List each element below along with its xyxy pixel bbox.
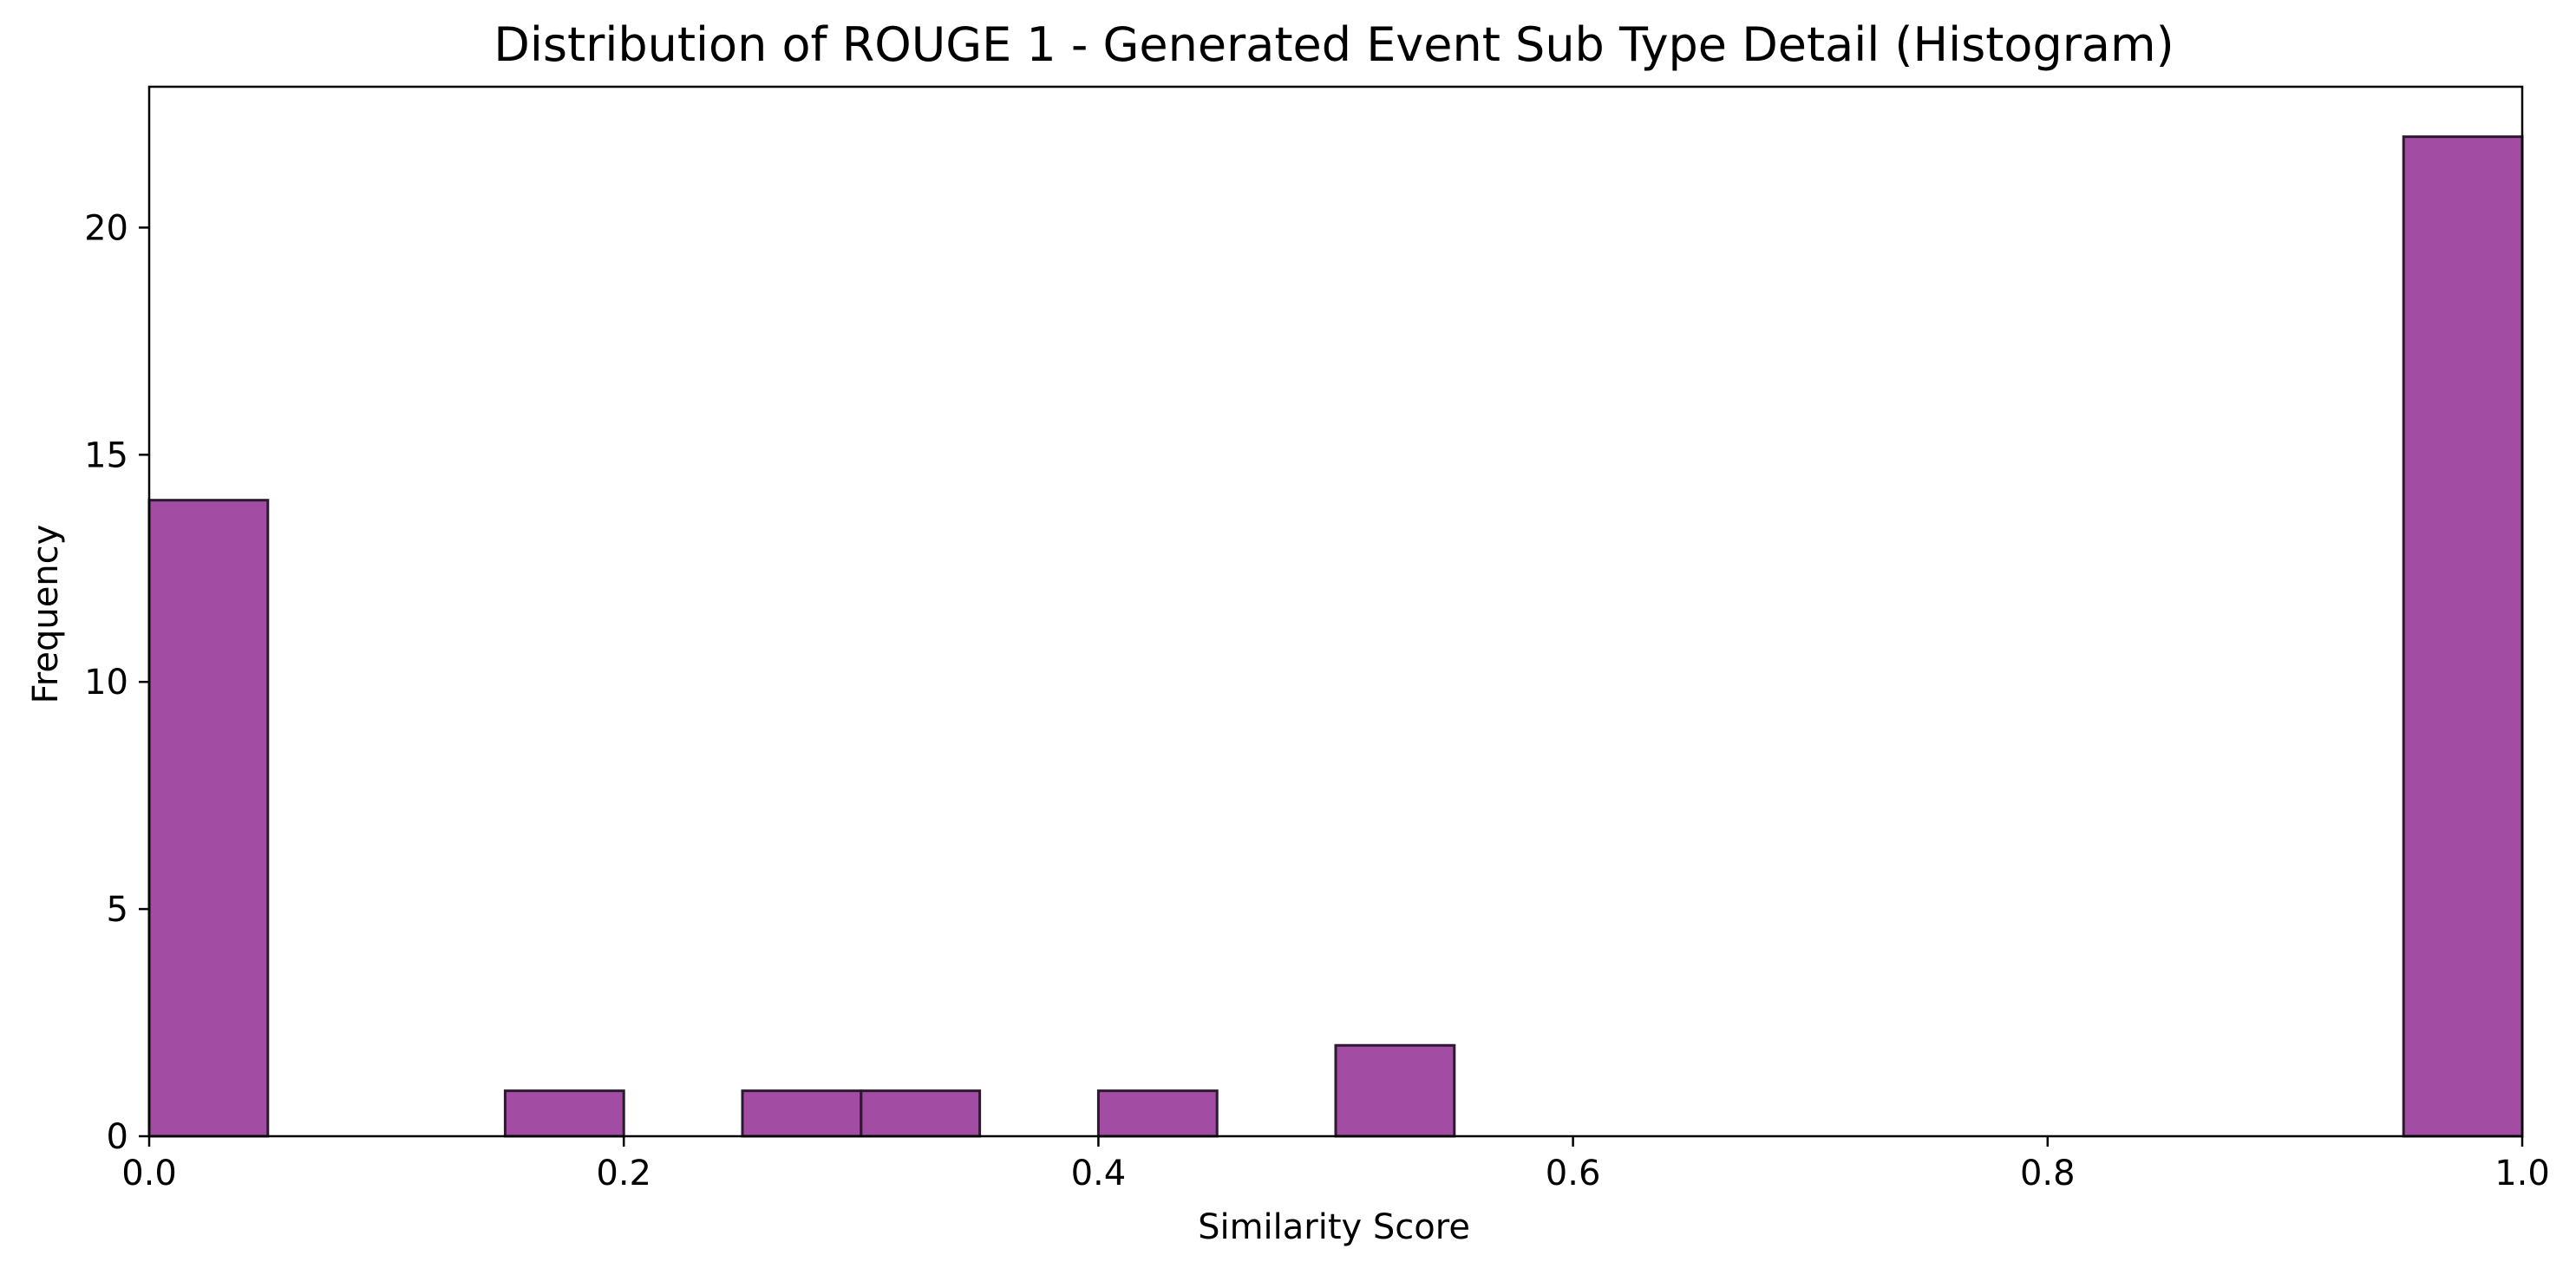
x-axis-ticks: 0.0 0.2 0.4 0.6 0.8 1.0 xyxy=(121,1136,2550,1193)
y-axis-ticks: 0 5 10 15 20 xyxy=(84,208,149,1157)
histogram-bar-5 xyxy=(1334,1043,1456,1138)
histogram-bar-1 xyxy=(503,1089,625,1138)
y-tick-label: 0 xyxy=(107,1117,128,1157)
y-tick-label: 10 xyxy=(84,663,128,703)
x-tick-label: 0.6 xyxy=(1546,1154,1601,1193)
plot-frame xyxy=(147,85,2524,1138)
x-tick-label: 0.4 xyxy=(1071,1154,1127,1193)
histogram-bar-3 xyxy=(860,1089,982,1138)
bars-group xyxy=(147,135,2524,1138)
x-tick-label: 0.2 xyxy=(596,1154,651,1193)
histogram-bar-2 xyxy=(741,1089,863,1138)
y-tick-label: 15 xyxy=(84,435,128,475)
x-tick-label: 1.0 xyxy=(2494,1154,2550,1193)
y-tick-label: 20 xyxy=(84,208,128,248)
x-tick-label: 0.8 xyxy=(2020,1154,2076,1193)
chart-title: Distribution of ROUGE 1 - Generated Even… xyxy=(494,17,2174,72)
x-tick-label: 0.0 xyxy=(121,1154,177,1193)
x-axis-label: Similarity Score xyxy=(1198,1207,1470,1247)
histogram-bar-0 xyxy=(147,499,270,1138)
y-tick-label: 5 xyxy=(107,890,128,930)
histogram-bar-4 xyxy=(1096,1089,1219,1138)
histogram-bar-6 xyxy=(2402,135,2524,1138)
y-axis-label: Frequency xyxy=(26,525,66,704)
